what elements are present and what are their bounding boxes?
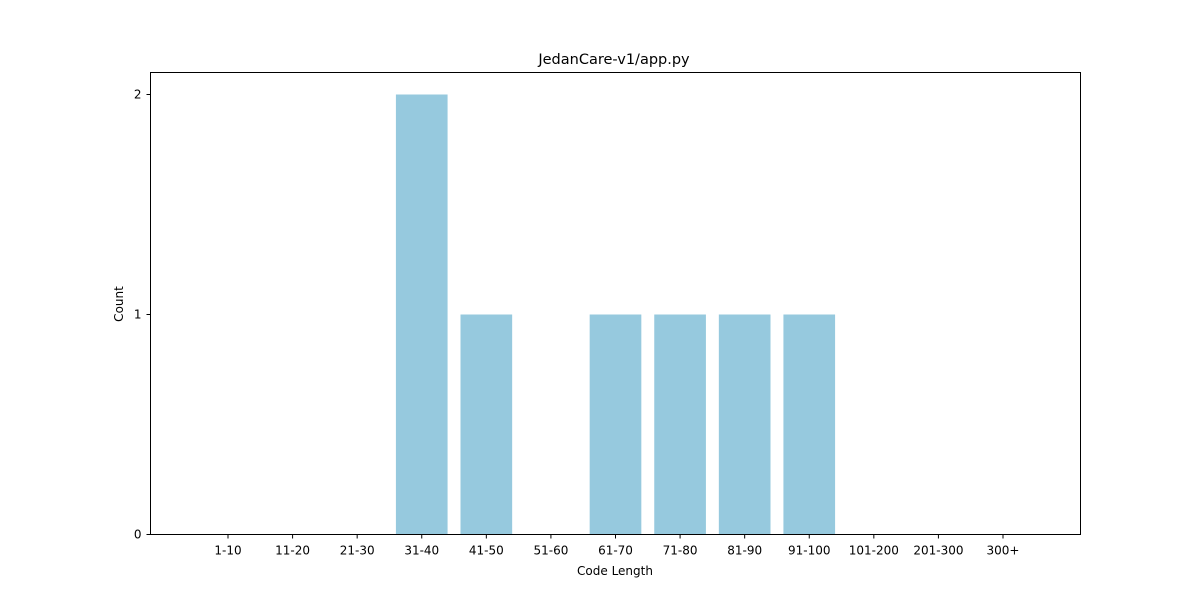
bar-81-90: [718, 314, 771, 535]
x-ticks-group: 1-10 11-20 21-30 31-40 41-50 51-60 61-70 71-80 8…: [214, 534, 1020, 558]
chart-title: JedanCare-v1/app.py: [537, 52, 690, 68]
plot-frame: [150, 72, 1081, 535]
y-ticks-group: 0 1 2: [134, 88, 151, 542]
y-tick-label: 1: [134, 308, 142, 322]
bar-31-40: [395, 94, 448, 535]
x-tick-label: 300+: [987, 544, 1020, 558]
x-tick-label: 81-90: [727, 544, 762, 558]
bars-group: [395, 94, 836, 535]
x-tick-label: 21-30: [340, 544, 375, 558]
y-tick-label: 0: [134, 528, 142, 542]
bar-41-50: [460, 314, 513, 535]
x-tick-label: 1-10: [214, 544, 241, 558]
bar-91-100: [783, 314, 836, 535]
bar-61-70: [589, 314, 642, 535]
x-tick-label: 71-80: [663, 544, 698, 558]
x-tick-label: 91-100: [788, 544, 831, 558]
y-tick-label: 2: [134, 88, 142, 102]
x-tick-label: 41-50: [469, 544, 504, 558]
y-axis-label: Count: [112, 286, 126, 322]
x-tick-label: 61-70: [598, 544, 633, 558]
x-tick-label: 201-300: [913, 544, 963, 558]
x-tick-label: 101-200: [849, 544, 899, 558]
x-tick-label: 31-40: [404, 544, 439, 558]
bar-71-80: [654, 314, 706, 535]
x-tick-label: 51-60: [533, 544, 568, 558]
x-tick-label: 11-20: [275, 544, 310, 558]
x-axis-label: Code Length: [577, 564, 653, 578]
